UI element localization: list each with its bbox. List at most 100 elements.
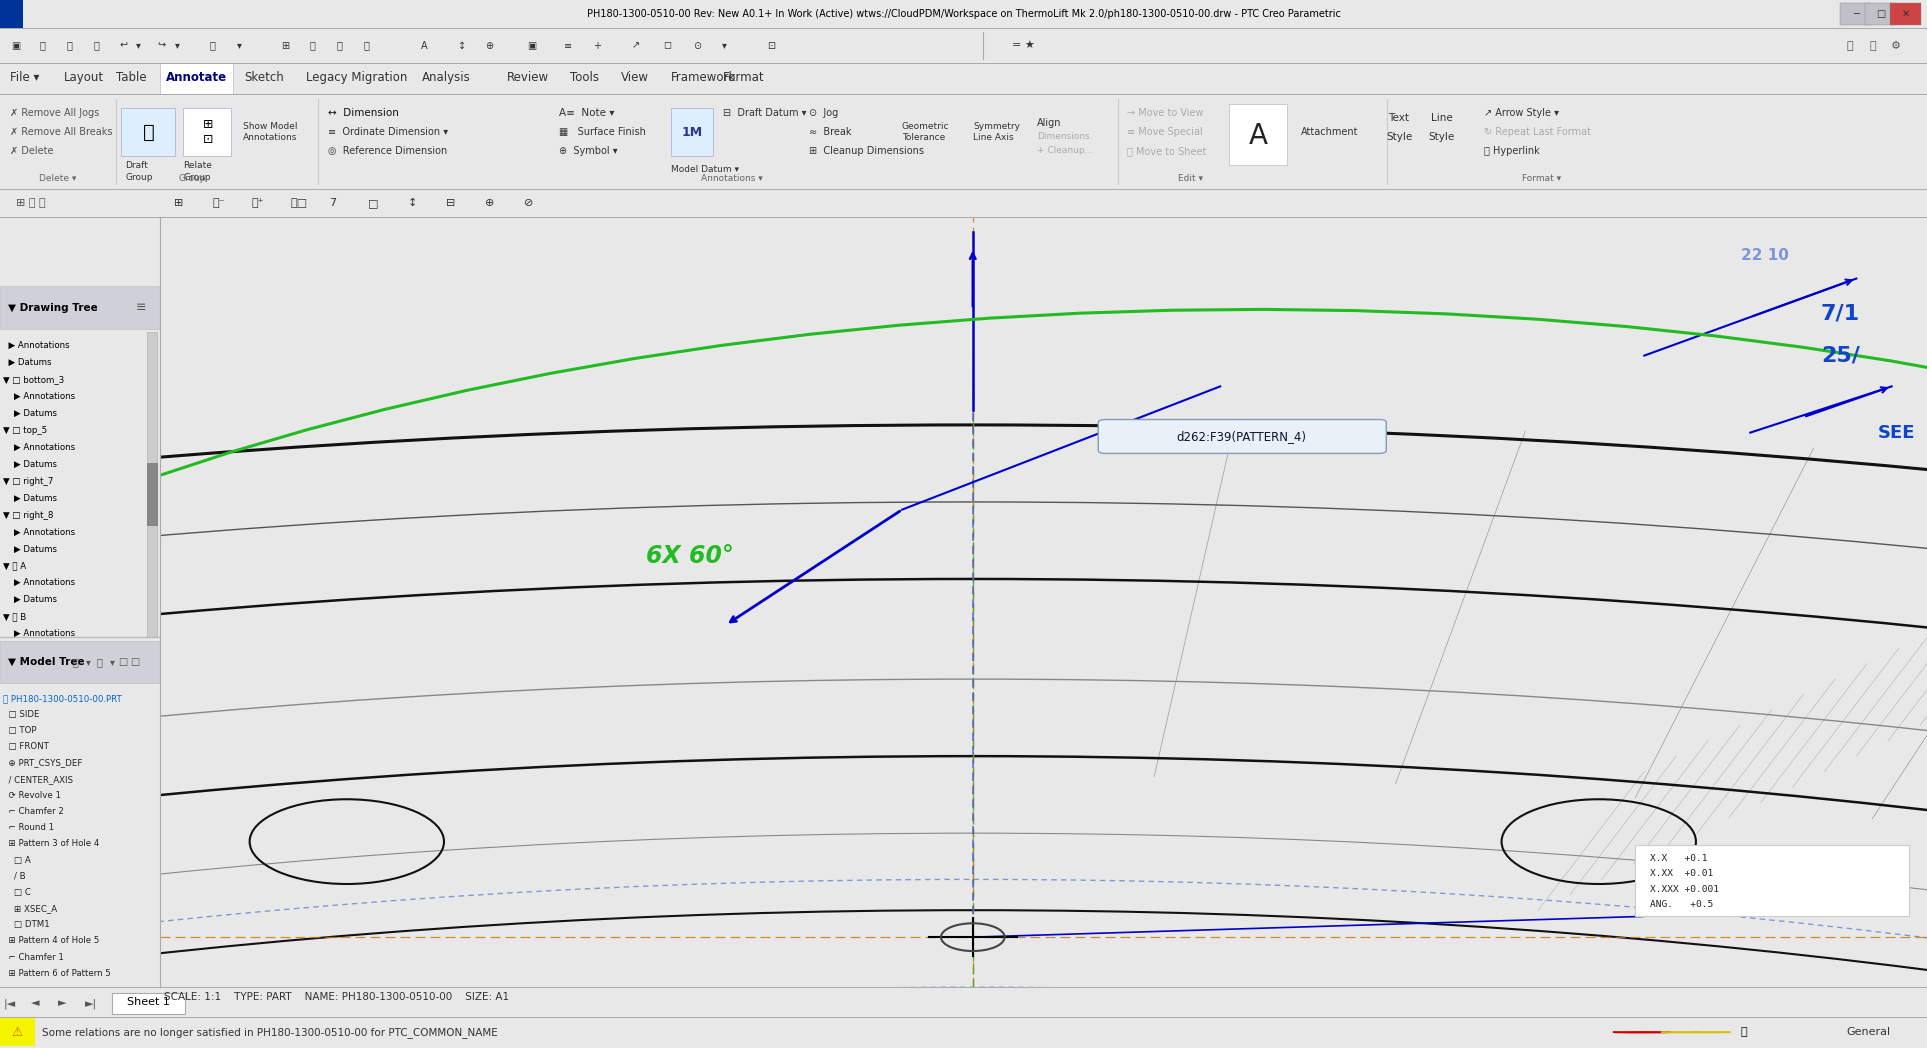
Text: ↻ Repeat Last Format: ↻ Repeat Last Format [1484,127,1592,137]
Text: ▾: ▾ [85,657,91,668]
Text: 22 10: 22 10 [1742,248,1790,263]
Text: Sheet 1: Sheet 1 [127,997,170,1007]
Text: 7: 7 [330,198,337,208]
Text: ▣: ▣ [528,41,536,50]
Text: SEE: SEE [1877,423,1915,441]
Text: ↗ Arrow Style ▾: ↗ Arrow Style ▾ [1484,108,1559,118]
Bar [1229,104,1287,166]
Text: Line: Line [1430,113,1453,123]
Text: □ TOP: □ TOP [4,726,37,736]
Text: □ A: □ A [4,855,31,865]
Text: ↪: ↪ [158,41,166,50]
Text: ▶ Datums: ▶ Datums [4,595,58,605]
Text: 🔍: 🔍 [1846,41,1854,50]
Text: ⊡: ⊡ [767,41,775,50]
Text: ⟳ Revolve 1: ⟳ Revolve 1 [4,791,62,800]
Text: Tools: Tools [570,71,599,85]
Text: = ★: = ★ [1012,41,1035,50]
Text: ≡: ≡ [135,302,146,314]
Bar [160,63,233,94]
Text: 25/: 25/ [1821,346,1860,366]
Text: ⊞ ⬜ ⬜: ⊞ ⬜ ⬜ [15,198,46,208]
Text: ✗ Delete: ✗ Delete [10,146,54,156]
Text: ▼ □ top_5: ▼ □ top_5 [4,425,48,435]
Text: ▶ Datums: ▶ Datums [4,544,58,553]
Bar [146,332,156,637]
Text: A: A [1249,122,1268,150]
Text: □: □ [129,657,139,668]
Text: ▶ Datums: ▶ Datums [4,358,52,367]
Text: Symmetry
Line Axis: Symmetry Line Axis [973,123,1019,141]
Text: ⚠: ⚠ [12,1026,23,1039]
Text: Layout: Layout [64,71,104,85]
Text: □ FRONT: □ FRONT [4,742,48,751]
Text: ⌐ Round 1: ⌐ Round 1 [4,824,54,832]
Text: ≡: ≡ [565,41,572,50]
Bar [1890,3,1921,25]
Text: +: + [594,41,601,50]
Text: / B: / B [4,872,25,880]
Text: Annotate: Annotate [166,71,227,85]
Text: 📄: 📄 [39,41,46,50]
Text: ⊟  Draft Datum ▾: ⊟ Draft Datum ▾ [723,108,805,118]
Text: ◄: ◄ [31,999,39,1008]
Bar [1865,3,1896,25]
Text: ▾: ▾ [175,41,179,50]
Text: 1M: 1M [682,126,701,138]
Text: ▼ 🏷 B: ▼ 🏷 B [4,612,27,621]
Text: Group: Group [183,173,210,181]
Text: □: □ [368,198,380,208]
Text: ◎  Reference Dimension: ◎ Reference Dimension [328,146,447,156]
Text: ⊞: ⊞ [281,41,289,50]
Text: 🔧: 🔧 [96,657,102,668]
Text: Attachment: Attachment [1301,127,1359,137]
Bar [112,994,185,1013]
Text: A: A [420,41,428,50]
Text: ►|: ►| [85,998,96,1008]
Text: Edit ▾: Edit ▾ [1179,174,1202,183]
Text: ↕: ↕ [459,41,466,50]
Text: ✗ Remove All Breaks: ✗ Remove All Breaks [10,127,112,137]
Text: ▣: ▣ [12,41,19,50]
Text: Style: Style [1428,132,1455,141]
Text: View: View [620,71,649,85]
Text: ▦   Surface Finish: ▦ Surface Finish [559,127,646,137]
Bar [121,109,175,156]
Text: ▶ Annotations: ▶ Annotations [4,341,69,350]
Text: 📋: 📋 [308,41,316,50]
Text: Legacy Migration: Legacy Migration [306,71,409,85]
Text: □ C: □ C [4,888,31,897]
Text: ↩: ↩ [119,41,127,50]
Text: ⊞ Pattern 4 of Hole 5: ⊞ Pattern 4 of Hole 5 [4,937,100,945]
Text: ⊕: ⊕ [486,198,495,208]
Text: ⊕: ⊕ [486,41,493,50]
Bar [671,109,713,156]
Text: ≡  Ordinate Dimension ▾: ≡ Ordinate Dimension ▾ [328,127,447,137]
Text: □ SIDE: □ SIDE [4,711,40,719]
Text: Style: Style [1386,132,1412,141]
Text: Geometric
Tolerance: Geometric Tolerance [902,123,950,141]
Text: ⌐ Chamfer 1: ⌐ Chamfer 1 [4,953,64,962]
Text: ▾: ▾ [723,41,726,50]
Text: ▼ □ bottom_3: ▼ □ bottom_3 [4,375,64,384]
Text: SCALE: 1:1    TYPE: PART    NAME: PH180-1300-0510-00    SIZE: A1: SCALE: 1:1 TYPE: PART NAME: PH180-1300-0… [164,992,509,1003]
Text: Format ▾: Format ▾ [1522,174,1561,183]
Text: ↔  Dimension: ↔ Dimension [328,108,399,118]
Text: ▼ □ right_7: ▼ □ right_7 [4,477,54,485]
Text: ⊞ Pattern 3 of Hole 4: ⊞ Pattern 3 of Hole 4 [4,839,100,849]
Text: 🔗 Hyperlink: 🔗 Hyperlink [1484,146,1540,156]
Text: ⊞ XSEC_A: ⊞ XSEC_A [4,904,58,913]
Text: ✕: ✕ [1902,9,1910,19]
Bar [0,0,23,28]
Text: ✗ Remove All Jogs: ✗ Remove All Jogs [10,108,98,118]
Text: ▼ □ right_8: ▼ □ right_8 [4,510,54,520]
Text: Group: Group [179,174,206,183]
Text: □ DTM1: □ DTM1 [4,920,50,930]
Text: ►: ► [58,999,66,1008]
Text: Text: Text [1389,113,1409,123]
Text: 🔍□: 🔍□ [291,198,308,208]
Text: General: General [1846,1027,1890,1038]
Text: ⬛ Move to Sheet: ⬛ Move to Sheet [1127,146,1206,156]
Text: ▶ Annotations: ▶ Annotations [4,527,75,537]
Text: ▼ Model Tree: ▼ Model Tree [8,657,85,668]
